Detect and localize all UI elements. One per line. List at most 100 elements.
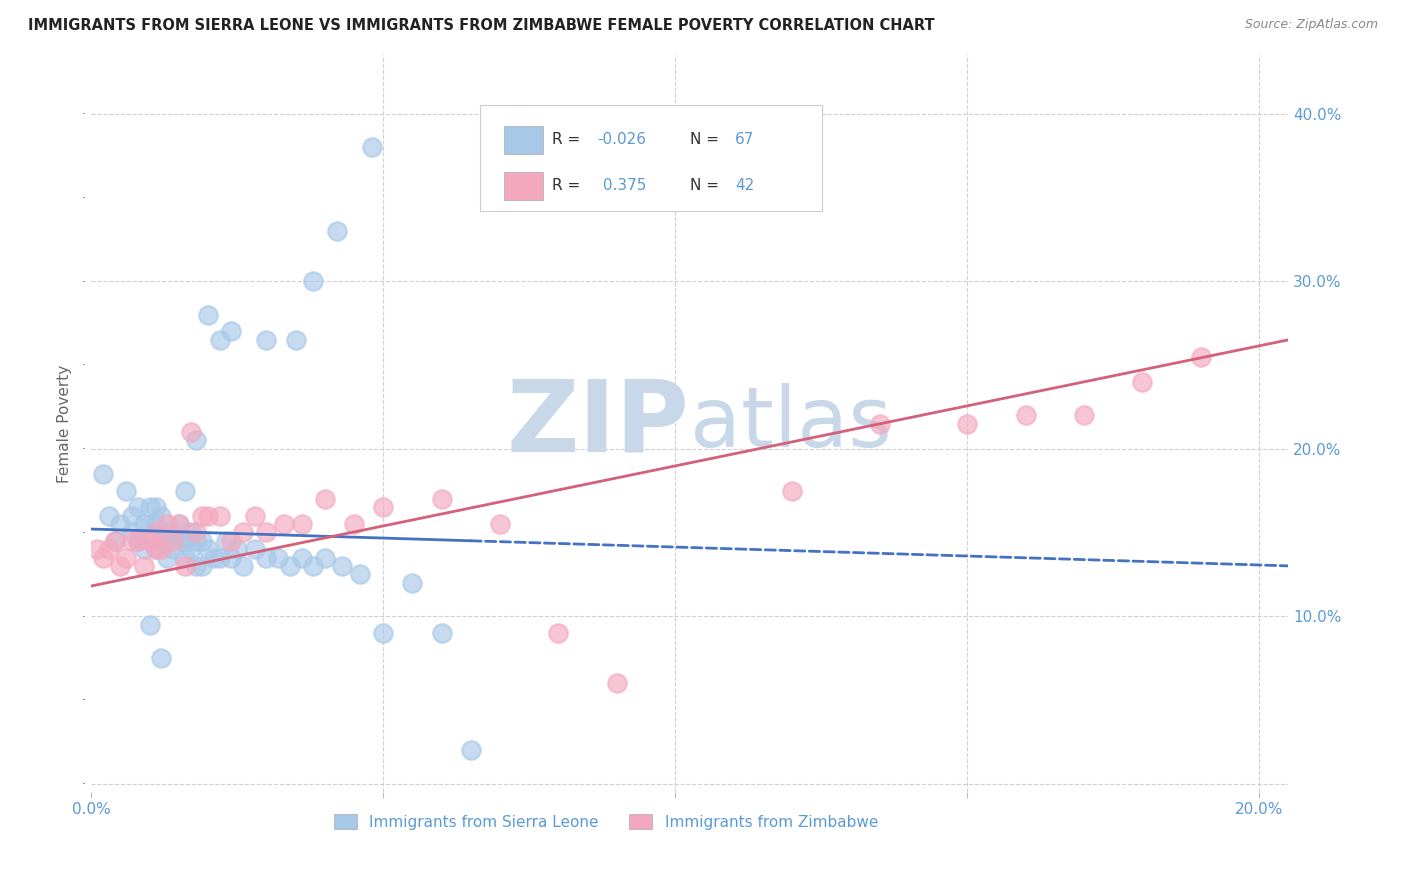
Point <box>325 224 347 238</box>
Text: 67: 67 <box>735 132 755 147</box>
Point <box>162 542 184 557</box>
Y-axis label: Female Poverty: Female Poverty <box>58 365 72 483</box>
Point <box>173 483 195 498</box>
Point <box>150 508 173 523</box>
Point <box>1073 408 1095 422</box>
Point <box>956 417 979 431</box>
Point <box>191 533 214 548</box>
Point <box>173 550 195 565</box>
Point <box>430 491 453 506</box>
Point <box>145 500 167 515</box>
Point <box>401 575 423 590</box>
Point <box>302 274 325 288</box>
Point <box>132 516 155 531</box>
Point <box>489 516 512 531</box>
Point <box>167 533 190 548</box>
Text: ZIP: ZIP <box>508 375 690 472</box>
Point <box>115 483 138 498</box>
Point <box>173 558 195 573</box>
Point <box>156 550 179 565</box>
Point <box>104 533 127 548</box>
Point <box>221 325 243 339</box>
Point <box>186 558 208 573</box>
Point <box>145 516 167 531</box>
Point <box>97 542 120 557</box>
Point <box>150 542 173 557</box>
FancyBboxPatch shape <box>505 126 543 154</box>
Point <box>121 508 143 523</box>
Text: atlas: atlas <box>690 383 891 464</box>
Point <box>121 533 143 548</box>
Point <box>869 417 891 431</box>
Point <box>115 550 138 565</box>
Point <box>256 333 278 347</box>
Point <box>167 516 190 531</box>
Point <box>127 533 149 548</box>
Point <box>138 516 160 531</box>
Point <box>162 525 184 540</box>
Point <box>290 516 312 531</box>
Point <box>221 550 243 565</box>
Point <box>290 550 312 565</box>
Point <box>127 500 149 515</box>
Point <box>226 542 249 557</box>
Point <box>86 542 108 557</box>
Point <box>138 533 160 548</box>
Point <box>186 533 208 548</box>
Point <box>145 525 167 540</box>
Point <box>191 558 214 573</box>
Text: 42: 42 <box>735 178 755 193</box>
Point <box>132 558 155 573</box>
Point <box>156 533 179 548</box>
Point <box>606 676 628 690</box>
Point <box>97 508 120 523</box>
Point <box>343 516 366 531</box>
Point <box>314 550 336 565</box>
FancyBboxPatch shape <box>505 171 543 201</box>
Legend: Immigrants from Sierra Leone, Immigrants from Zimbabwe: Immigrants from Sierra Leone, Immigrants… <box>328 807 884 836</box>
Point <box>104 533 127 548</box>
Point <box>91 467 114 481</box>
Point <box>197 508 219 523</box>
Point <box>232 558 254 573</box>
Point <box>197 542 219 557</box>
Text: N =: N = <box>690 178 724 193</box>
Text: R =: R = <box>553 178 585 193</box>
Text: -0.026: -0.026 <box>598 132 647 147</box>
Point <box>150 533 173 548</box>
Point <box>156 525 179 540</box>
Point <box>349 567 371 582</box>
Point <box>186 525 208 540</box>
Point <box>273 516 295 531</box>
Point <box>214 533 236 548</box>
Point <box>284 333 307 347</box>
Point <box>145 542 167 557</box>
Point <box>1014 408 1036 422</box>
Point <box>138 500 160 515</box>
Point <box>150 525 173 540</box>
Point <box>278 558 301 573</box>
Point <box>173 533 195 548</box>
Point <box>208 333 231 347</box>
Point <box>121 525 143 540</box>
Point <box>373 500 395 515</box>
FancyBboxPatch shape <box>481 104 821 211</box>
Point <box>780 483 803 498</box>
Point <box>180 425 202 439</box>
Text: IMMIGRANTS FROM SIERRA LEONE VS IMMIGRANTS FROM ZIMBABWE FEMALE POVERTY CORRELAT: IMMIGRANTS FROM SIERRA LEONE VS IMMIGRAN… <box>28 18 935 33</box>
Point <box>110 516 132 531</box>
Point <box>208 550 231 565</box>
Point <box>256 525 278 540</box>
Point <box>132 542 155 557</box>
Text: Source: ZipAtlas.com: Source: ZipAtlas.com <box>1244 18 1378 31</box>
Point <box>1132 375 1154 389</box>
Point <box>167 516 190 531</box>
Point <box>162 533 184 548</box>
Point <box>197 308 219 322</box>
Point <box>150 651 173 665</box>
Point <box>302 558 325 573</box>
Point <box>127 533 149 548</box>
Point <box>138 617 160 632</box>
Point <box>232 525 254 540</box>
Point <box>332 558 354 573</box>
